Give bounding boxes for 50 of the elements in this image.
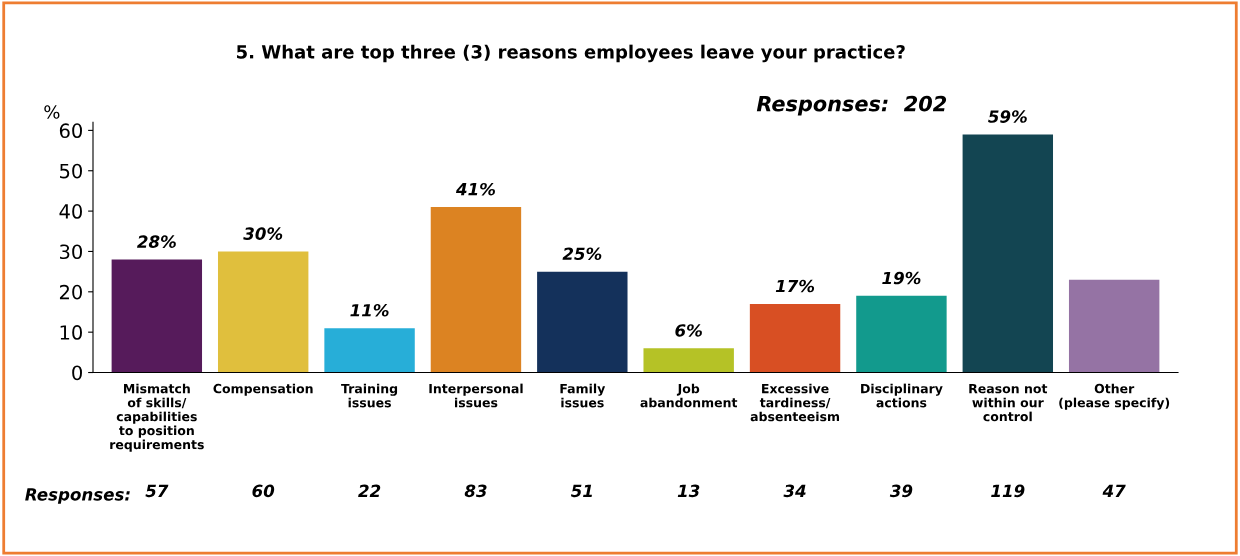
y-tick-label: 60 [59,123,82,139]
data-label: 30% [243,227,283,240]
x-tick-label: Excessive tardiness/ absenteeism [750,383,840,422]
data-label: 11% [350,303,389,317]
x-tick-label: Family issues [560,383,606,408]
text: 83 [464,484,487,498]
text: 13 [677,484,700,498]
y-tick-label: 20 [59,284,82,300]
y-axis-title: % [44,105,60,119]
text: 34 [783,484,806,498]
bar [324,328,415,373]
chart-title: 5. What are top three (3) reasons employees leave your practice? [236,44,905,63]
text: Responses: [25,488,130,504]
data-label: 25% [562,247,602,261]
bar [749,303,841,373]
bar [537,271,628,373]
data-label: 17% [775,279,815,293]
bar [856,295,947,373]
y-tick-label: 10 [60,325,82,340]
x-tick-label: Training issues [341,383,398,408]
text: Responses: 202 [756,95,947,116]
bar [962,134,1054,373]
bar [111,259,203,373]
data-label: 28% [137,235,176,248]
text: 47 [1102,484,1126,497]
x-tick-label: Compensation [213,383,313,396]
bar [217,251,309,373]
bar [1068,279,1160,373]
data-label: 41% [455,182,495,196]
x-tick-label: Disciplinary actions [861,383,943,408]
text: 60 [252,484,275,498]
text: 39 [889,484,913,498]
x-tick-label: Other (please specify) [1059,383,1170,410]
x-tick-label: Mismatch of skills/ capabilities to position requirements [110,383,204,452]
data-label: 59% [988,110,1027,123]
data-label: 19% [882,271,921,285]
text: 57 [145,484,169,498]
text: 22 [358,484,381,497]
y-tick-label: 40 [59,204,82,219]
x-tick-label: Reason not within our control [969,384,1048,422]
text: 51 [570,484,592,498]
y-tick-label: 30 [60,244,82,260]
x-tick-label: Job abandonment [640,383,738,408]
bar [430,207,522,373]
data-label: 6% [675,324,702,337]
bar [643,348,734,373]
y-tick-label: 0 [72,365,82,381]
x-tick-label: Interpersonal issues [429,383,523,408]
y-tick-label: 50 [60,163,82,179]
text: 119 [991,484,1025,498]
